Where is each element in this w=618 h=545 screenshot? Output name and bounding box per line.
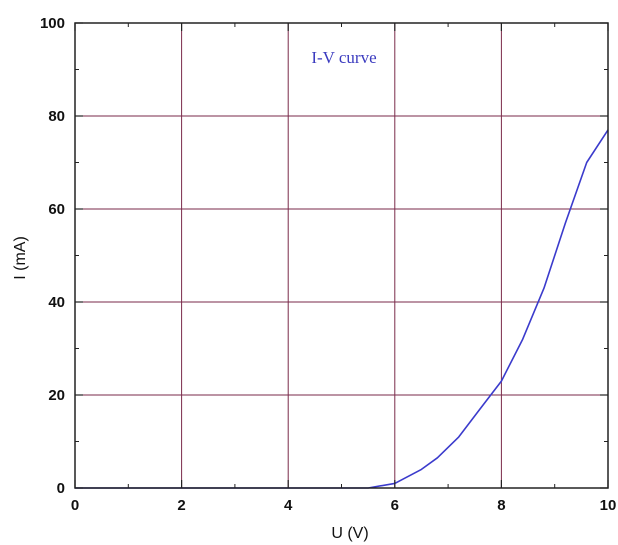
x-tick-label: 0 bbox=[71, 497, 79, 514]
y-tick-labels: 0 20 40 60 80 100 bbox=[40, 15, 65, 497]
y-axis-label: I (mA) bbox=[12, 236, 29, 280]
x-tick-label: 6 bbox=[391, 497, 399, 514]
x-tick-label: 2 bbox=[177, 497, 185, 514]
axis-ticks bbox=[74, 22, 609, 489]
x-tick-label: 4 bbox=[284, 497, 293, 514]
x-tick-label: 10 bbox=[600, 497, 617, 514]
x-axis-label: U (V) bbox=[331, 525, 368, 542]
y-tick-label: 60 bbox=[48, 201, 65, 218]
plot-background bbox=[75, 23, 608, 488]
chart-title: I-V curve bbox=[311, 48, 376, 67]
y-tick-label: 80 bbox=[48, 108, 65, 125]
y-tick-label: 100 bbox=[40, 15, 65, 32]
y-tick-label: 0 bbox=[57, 480, 65, 497]
x-tick-label: 8 bbox=[497, 497, 505, 514]
x-tick-labels: 0 2 4 6 8 10 bbox=[71, 497, 617, 514]
y-tick-label: 40 bbox=[48, 294, 65, 311]
y-tick-label: 20 bbox=[48, 387, 65, 404]
gridlines bbox=[75, 23, 608, 488]
